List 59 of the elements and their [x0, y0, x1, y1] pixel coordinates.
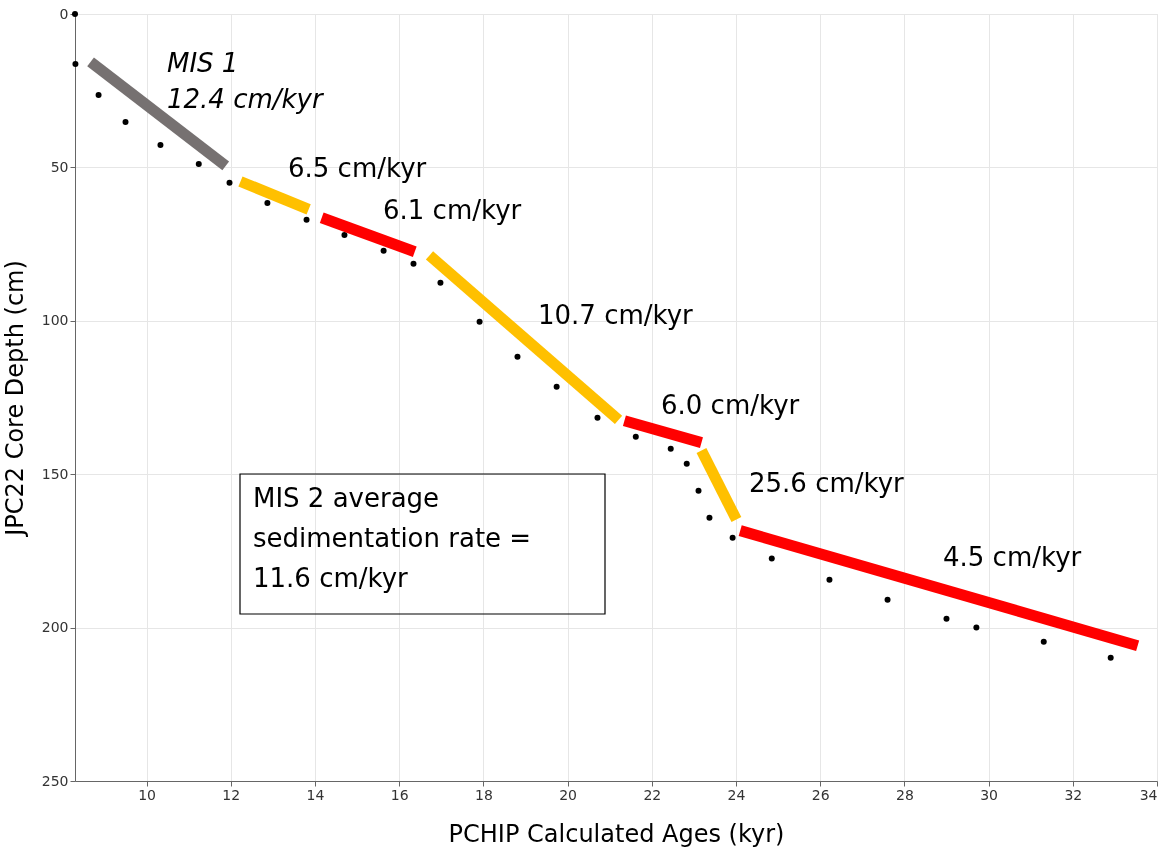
y-tick-label: 250	[41, 772, 69, 789]
x-tick-label: 14	[306, 786, 325, 803]
x-tick-label: 26	[811, 786, 830, 803]
x-tick-label: 18	[474, 786, 493, 803]
point	[695, 487, 702, 494]
y-tick-label: 100	[41, 312, 69, 329]
x-tick-label: 34	[1139, 786, 1158, 803]
point	[1040, 638, 1047, 645]
x-tick-label: 20	[559, 786, 577, 803]
point	[195, 161, 202, 168]
annotation: 25.6 cm/kyr	[749, 468, 905, 498]
x-tick-label: 12	[222, 786, 241, 803]
x-tick-label: 10	[138, 786, 156, 803]
x-tick-label: 22	[643, 786, 662, 803]
point	[826, 576, 833, 583]
annotation: 12.4 cm/kyr	[167, 84, 325, 114]
y-tick-label: 0	[59, 5, 69, 22]
point	[157, 142, 164, 148]
point	[303, 216, 310, 223]
annotation: MIS 2 average sedimentation rate = 11.6 cm/kyr	[253, 483, 532, 593]
annotation: MIS 1	[167, 48, 239, 78]
point	[264, 199, 271, 206]
x-tick-label: 32	[1064, 786, 1083, 803]
point	[943, 615, 950, 622]
point	[437, 279, 444, 286]
point	[594, 414, 601, 421]
point	[667, 445, 674, 452]
point	[683, 460, 690, 467]
annotation: 4.5 cm/kyr	[943, 542, 1082, 572]
point	[410, 260, 417, 267]
point	[632, 433, 639, 440]
point	[226, 179, 233, 186]
point	[341, 231, 348, 238]
point	[72, 61, 79, 67]
point	[95, 92, 102, 98]
point	[729, 534, 736, 541]
point	[514, 353, 521, 360]
point	[380, 247, 387, 254]
point	[1107, 654, 1114, 661]
point	[122, 119, 129, 125]
annotation: 6.0 cm/kyr	[661, 390, 800, 420]
y-tick-label: 50	[50, 158, 69, 175]
x-tick-label: 30	[980, 786, 999, 803]
point	[553, 383, 560, 390]
y-axis-title: JPC22 Core Depth (cm)	[0, 260, 29, 538]
point	[884, 596, 891, 603]
point	[706, 514, 713, 521]
x-tick-label: 24	[727, 786, 746, 803]
x-tick-label: 16	[390, 786, 409, 803]
x-tick-label: 28	[895, 786, 914, 803]
annotation: 6.5 cm/kyr	[288, 153, 427, 183]
point	[973, 624, 980, 631]
y-tick-label: 150	[41, 465, 69, 482]
point	[476, 318, 483, 325]
annotation: 10.7 cm/kyr	[538, 300, 694, 330]
annotation: 6.1 cm/kyr	[383, 195, 522, 225]
point	[768, 555, 775, 562]
y-tick-label: 200	[41, 619, 69, 636]
x-axis-title: PCHIP Calculated Ages (kyr)	[448, 819, 785, 848]
